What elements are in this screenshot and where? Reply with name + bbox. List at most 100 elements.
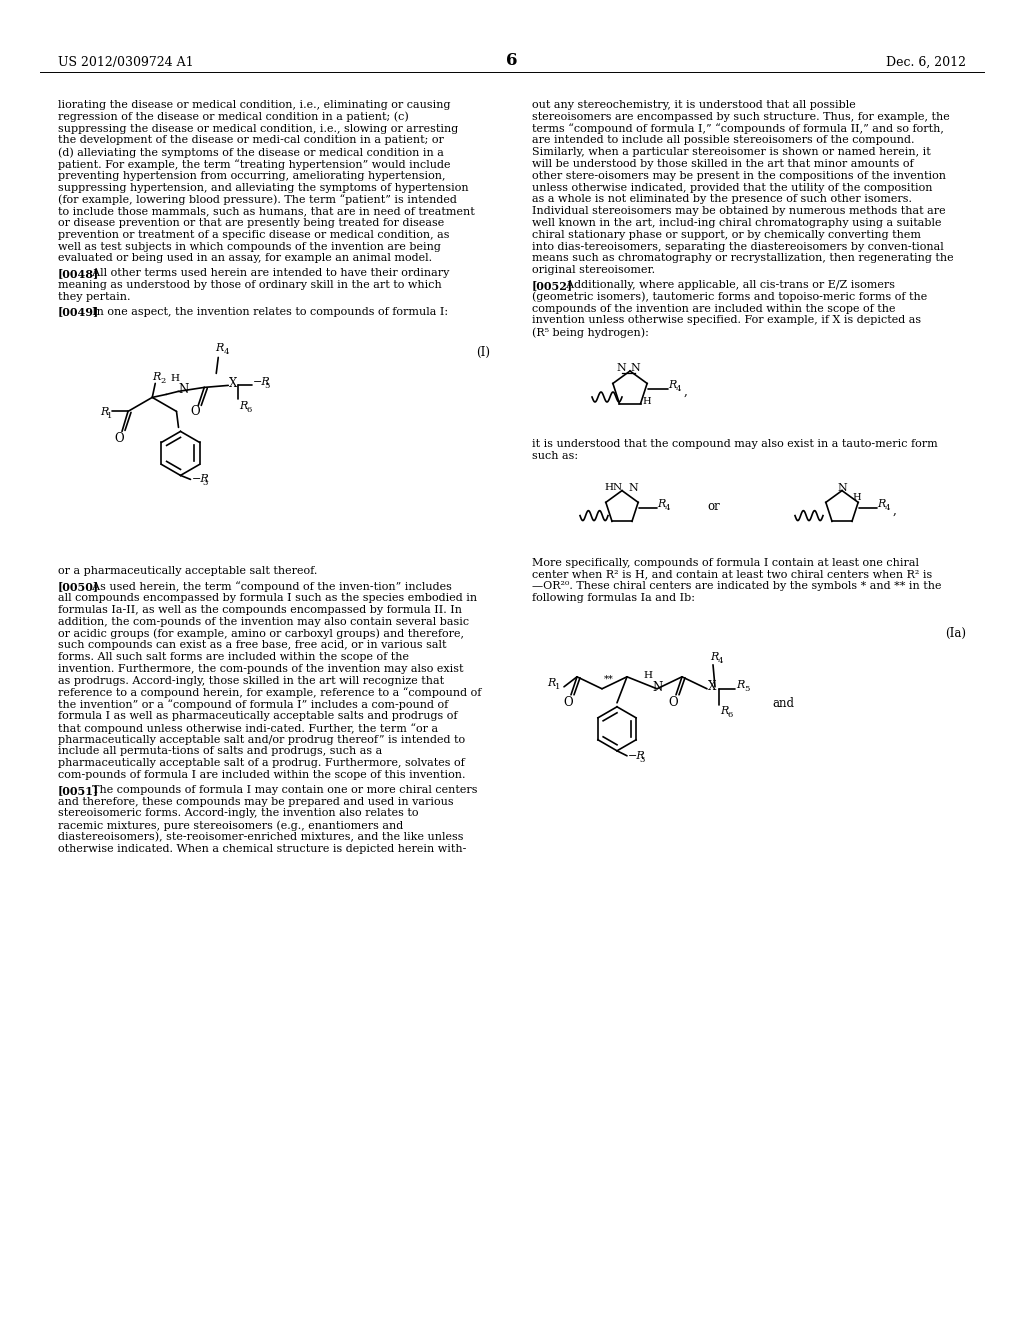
Text: R: R <box>100 408 109 417</box>
Text: pharmaceutically acceptable salt and/or prodrug thereof” is intended to: pharmaceutically acceptable salt and/or … <box>58 735 465 744</box>
Text: stereoisomers are encompassed by such structure. Thus, for example, the: stereoisomers are encompassed by such st… <box>532 112 949 121</box>
Text: 4: 4 <box>676 385 682 393</box>
Text: well known in the art, includ-ing chiral chromatography using a suitable: well known in the art, includ-ing chiral… <box>532 218 941 228</box>
Text: Similarly, when a particular stereoisomer is shown or named herein, it: Similarly, when a particular stereoisome… <box>532 148 931 157</box>
Text: More specifically, compounds of formula I contain at least one chiral: More specifically, compounds of formula … <box>532 557 919 568</box>
Text: or acidic groups (for example, amino or carboxyl groups) and therefore,: or acidic groups (for example, amino or … <box>58 628 464 639</box>
Text: [0051]: [0051] <box>58 785 99 796</box>
Text: formulas Ia-II, as well as the compounds encompassed by formula II. In: formulas Ia-II, as well as the compounds… <box>58 605 462 615</box>
Text: N: N <box>616 363 626 374</box>
Text: O: O <box>114 433 124 445</box>
Text: and therefore, these compounds may be prepared and used in various: and therefore, these compounds may be pr… <box>58 796 454 807</box>
Text: means such as chromatography or recrystallization, then regenerating the: means such as chromatography or recrysta… <box>532 253 953 264</box>
Text: −R: −R <box>253 378 271 387</box>
Text: the development of the disease or medi-cal condition in a patient; or: the development of the disease or medi-c… <box>58 136 443 145</box>
Text: they pertain.: they pertain. <box>58 292 130 302</box>
Text: prevention or treatment of a specific disease or medical condition, as: prevention or treatment of a specific di… <box>58 230 450 240</box>
Text: are intended to include all possible stereoisomers of the compound.: are intended to include all possible ste… <box>532 136 914 145</box>
Text: R: R <box>710 652 719 661</box>
Text: Dec. 6, 2012: Dec. 6, 2012 <box>886 55 966 69</box>
Text: formula I as well as pharmaceutically acceptable salts and prodrugs of: formula I as well as pharmaceutically ac… <box>58 711 458 721</box>
Text: 2: 2 <box>160 378 166 385</box>
Text: As used herein, the term “compound of the inven-tion” includes: As used herein, the term “compound of th… <box>81 581 452 591</box>
Text: 1: 1 <box>106 412 113 420</box>
Text: N: N <box>630 363 640 374</box>
Text: US 2012/0309724 A1: US 2012/0309724 A1 <box>58 55 194 69</box>
Text: other stere-oisomers may be present in the compositions of the invention: other stere-oisomers may be present in t… <box>532 170 946 181</box>
Text: R: R <box>153 372 161 383</box>
Text: R: R <box>657 499 666 508</box>
Text: [0049]: [0049] <box>58 306 99 318</box>
Text: suppressing the disease or medical condition, i.e., slowing or arresting: suppressing the disease or medical condi… <box>58 124 459 133</box>
Text: as a whole is not eliminated by the presence of such other isomers.: as a whole is not eliminated by the pres… <box>532 194 912 205</box>
Text: R: R <box>215 343 223 354</box>
Text: stereoisomeric forms. Accord-ingly, the invention also relates to: stereoisomeric forms. Accord-ingly, the … <box>58 808 419 818</box>
Text: O: O <box>563 696 572 709</box>
Text: H: H <box>170 375 179 383</box>
Text: reference to a compound herein, for example, reference to a “compound of: reference to a compound herein, for exam… <box>58 688 481 698</box>
Text: −R: −R <box>191 474 209 484</box>
Text: 5: 5 <box>264 383 269 391</box>
Text: All other terms used herein are intended to have their ordinary: All other terms used herein are intended… <box>81 268 450 279</box>
Text: R: R <box>547 677 555 688</box>
Text: racemic mixtures, pure stereoisomers (e.g., enantiomers and: racemic mixtures, pure stereoisomers (e.… <box>58 820 403 830</box>
Text: (for example, lowering blood pressure). The term “patient” is intended: (for example, lowering blood pressure). … <box>58 194 457 205</box>
Text: H: H <box>642 397 650 407</box>
Text: Individual stereoisomers may be obtained by numerous methods that are: Individual stereoisomers may be obtained… <box>532 206 945 216</box>
Text: such as:: such as: <box>532 451 579 461</box>
Text: In one aspect, the invention relates to compounds of formula I:: In one aspect, the invention relates to … <box>81 306 449 317</box>
Text: or disease prevention or that are presently being treated for disease: or disease prevention or that are presen… <box>58 218 444 228</box>
Text: that compound unless otherwise indi-cated. Further, the term “or a: that compound unless otherwise indi-cate… <box>58 723 438 734</box>
Text: O: O <box>668 696 678 709</box>
Text: R: R <box>668 380 677 389</box>
Text: include all permuta-tions of salts and prodrugs, such as a: include all permuta-tions of salts and p… <box>58 746 382 756</box>
Text: [0050]: [0050] <box>58 581 99 593</box>
Text: 4: 4 <box>223 348 228 356</box>
Text: 6: 6 <box>506 51 518 69</box>
Text: diastereoisomers), ste-reoisomer-enriched mixtures, and the like unless: diastereoisomers), ste-reoisomer-enriche… <box>58 832 464 842</box>
Text: liorating the disease or medical condition, i.e., eliminating or causing: liorating the disease or medical conditi… <box>58 100 451 110</box>
Text: unless otherwise indicated, provided that the utility of the composition: unless otherwise indicated, provided tha… <box>532 182 933 193</box>
Text: evaluated or being used in an assay, for example an animal model.: evaluated or being used in an assay, for… <box>58 253 432 264</box>
Text: center when R² is H, and contain at least two chiral centers when R² is: center when R² is H, and contain at leas… <box>532 569 932 579</box>
Text: or: or <box>707 499 720 512</box>
Text: R: R <box>720 706 728 715</box>
Text: H: H <box>852 492 860 502</box>
Text: 4: 4 <box>718 657 724 665</box>
Text: will be understood by those skilled in the art that minor amounts of: will be understood by those skilled in t… <box>532 158 913 169</box>
Text: N: N <box>178 383 188 396</box>
Text: meaning as understood by those of ordinary skill in the art to which: meaning as understood by those of ordina… <box>58 280 441 290</box>
Text: Additionally, where applicable, all cis-trans or E/Z isomers: Additionally, where applicable, all cis-… <box>555 280 895 290</box>
Text: com-pounds of formula I are included within the scope of this invention.: com-pounds of formula I are included wit… <box>58 770 466 780</box>
Text: O: O <box>190 405 200 418</box>
Text: 4: 4 <box>885 504 891 512</box>
Text: forms. All such salt forms are included within the scope of the: forms. All such salt forms are included … <box>58 652 409 663</box>
Text: The compounds of formula I may contain one or more chiral centers: The compounds of formula I may contain o… <box>81 785 477 795</box>
Text: invention unless otherwise specified. For example, if X is depicted as: invention unless otherwise specified. Fo… <box>532 315 922 326</box>
Text: 1: 1 <box>555 682 560 690</box>
Text: suppressing hypertension, and alleviating the symptoms of hypertension: suppressing hypertension, and alleviatin… <box>58 182 469 193</box>
Text: 6: 6 <box>728 710 733 719</box>
Text: (I): (I) <box>476 346 490 359</box>
Text: R: R <box>240 401 248 412</box>
Text: pharmaceutically acceptable salt of a prodrug. Furthermore, solvates of: pharmaceutically acceptable salt of a pr… <box>58 758 465 768</box>
Text: all compounds encompassed by formula I such as the species embodied in: all compounds encompassed by formula I s… <box>58 593 477 603</box>
Text: out any stereochemistry, it is understood that all possible: out any stereochemistry, it is understoo… <box>532 100 856 110</box>
Text: —OR²⁰. These chiral centers are indicated by the symbols * and ** in the: —OR²⁰. These chiral centers are indicate… <box>532 581 941 591</box>
Text: regression of the disease or medical condition in a patient; (c): regression of the disease or medical con… <box>58 112 409 123</box>
Text: 3: 3 <box>203 479 208 487</box>
Text: addition, the com-pounds of the invention may also contain several basic: addition, the com-pounds of the inventio… <box>58 616 469 627</box>
Text: following formulas Ia and Ib:: following formulas Ia and Ib: <box>532 593 695 603</box>
Text: R: R <box>736 680 744 690</box>
Text: patient. For example, the term “treating hypertension” would include: patient. For example, the term “treating… <box>58 158 451 170</box>
Text: (R⁵ being hydrogen):: (R⁵ being hydrogen): <box>532 327 649 338</box>
Text: chiral stationary phase or support, or by chemically converting them: chiral stationary phase or support, or b… <box>532 230 921 240</box>
Text: X: X <box>229 378 238 391</box>
Text: or a pharmaceutically acceptable salt thereof.: or a pharmaceutically acceptable salt th… <box>58 566 317 577</box>
Text: 4: 4 <box>665 504 671 512</box>
Text: ,: , <box>684 385 688 399</box>
Text: the invention” or a “compound of formula I” includes a com-pound of: the invention” or a “compound of formula… <box>58 700 449 710</box>
Text: as prodrugs. Accord-ingly, those skilled in the art will recognize that: as prodrugs. Accord-ingly, those skilled… <box>58 676 444 685</box>
Text: N: N <box>628 483 638 492</box>
Text: 3: 3 <box>639 756 644 764</box>
